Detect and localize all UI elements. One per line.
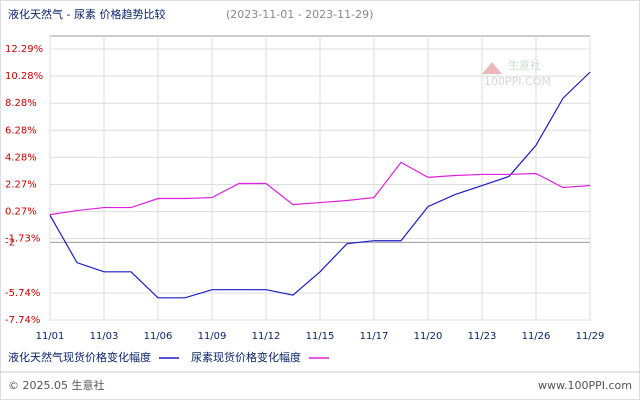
watermark-text: 生意社 xyxy=(508,58,541,72)
y-tick-label: -7.74% xyxy=(5,315,40,326)
y-tick-label: 6.28% xyxy=(5,125,37,136)
chart-title: 液化天然气 - 尿素 价格趋势比较 xyxy=(8,7,165,21)
x-tick-label: 11/06 xyxy=(144,331,173,342)
watermark-logo xyxy=(482,62,502,74)
series-line xyxy=(49,71,591,299)
y-tick-label: 12.29% xyxy=(5,44,43,55)
x-tick-label: 11/26 xyxy=(522,331,551,342)
y-tick-label: -1.73% xyxy=(5,234,40,245)
watermark: 生意社 100PPI.COM xyxy=(482,58,551,88)
footer-right: www.100PPI.com xyxy=(538,379,632,392)
y-tick-label: 2.27% xyxy=(5,180,37,191)
x-tick-label: 11/23 xyxy=(468,331,497,342)
y-tick-label: 0.27% xyxy=(5,207,37,218)
y-tick-label: 10.28% xyxy=(5,71,43,82)
y-tick-label: 4.28% xyxy=(5,152,37,163)
legend-label: 液化天然气现货价格变化幅度 xyxy=(8,350,151,364)
x-tick-label: 11/03 xyxy=(90,331,119,342)
x-tick-label: 11/12 xyxy=(252,331,281,342)
x-tick-label: 11/01 xyxy=(36,331,65,342)
x-tick-label: 11/17 xyxy=(360,331,389,342)
y-tick-label: -5.74% xyxy=(5,288,40,299)
x-tick-label: 11/15 xyxy=(306,331,335,342)
footer-left: © 2025.05 生意社 xyxy=(8,378,104,392)
legend-label: 尿素现货价格变化幅度 xyxy=(191,350,301,364)
y-tick-label: -2 xyxy=(5,237,15,248)
x-tick-label: 11/20 xyxy=(414,331,443,342)
watermark-url: 100PPI.COM xyxy=(484,75,551,88)
series-line xyxy=(49,161,591,216)
x-tick-label: 11/29 xyxy=(576,331,605,342)
x-tick-label: 11/09 xyxy=(198,331,227,342)
chart-subtitle: (2023-11-01 - 2023-11-29) xyxy=(226,8,373,21)
y-tick-label: 8.28% xyxy=(5,98,37,109)
